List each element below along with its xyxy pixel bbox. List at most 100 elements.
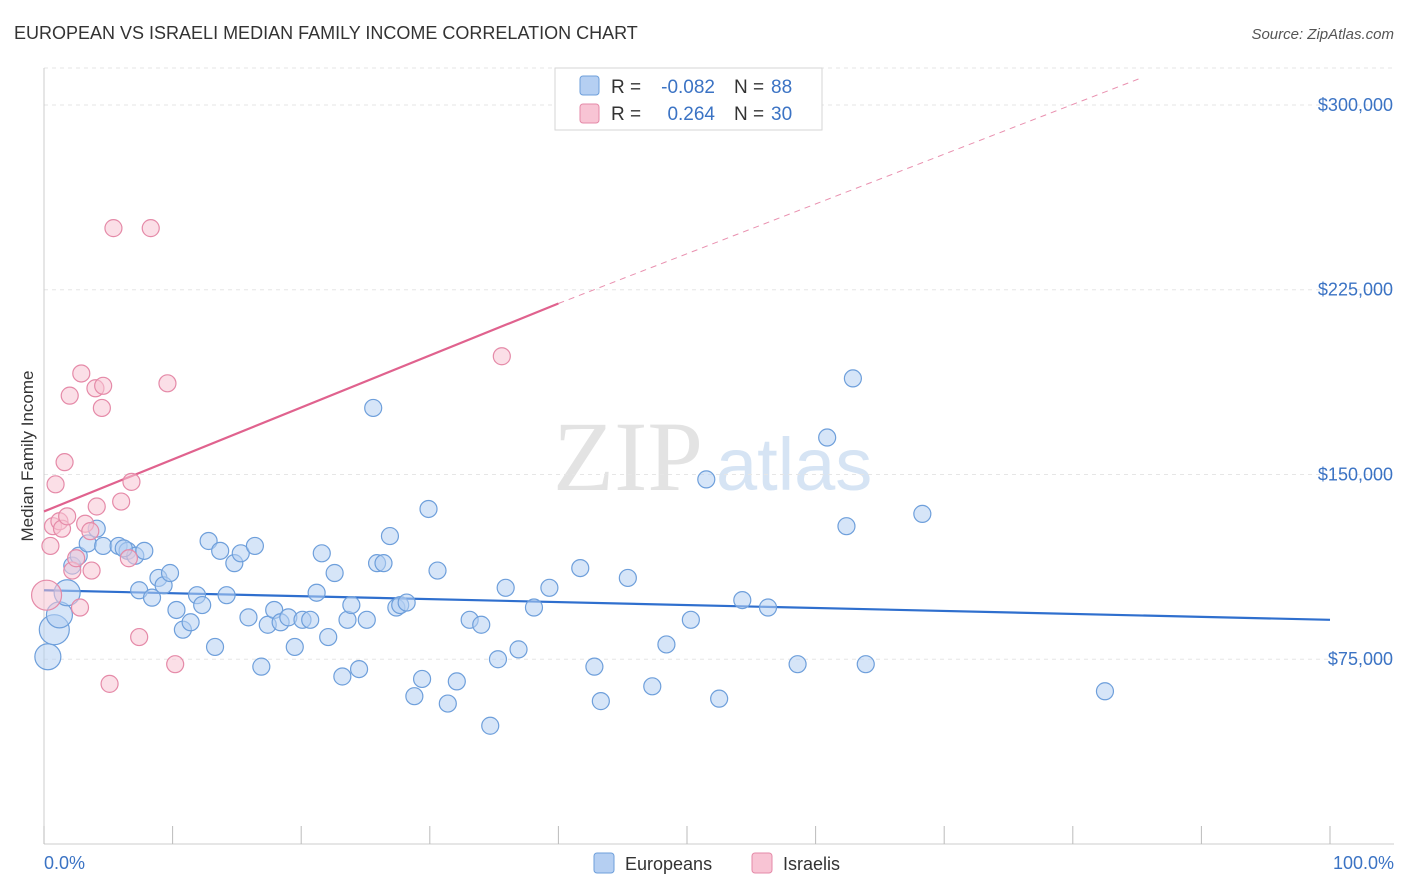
- point-israelis: [41, 536, 60, 556]
- bottom-legend-label-europeans: Europeans: [625, 854, 712, 874]
- point-europeans: [856, 655, 875, 674]
- bottom-legend-label-israelis: Israelis: [783, 854, 840, 874]
- point-israelis: [100, 674, 119, 693]
- point-europeans: [199, 531, 218, 551]
- bottom-legend: Europeans Israelis: [593, 852, 840, 874]
- point-europeans: [438, 694, 457, 713]
- point-europeans: [697, 470, 716, 489]
- point-europeans: [481, 716, 500, 735]
- point-israelis: [166, 655, 185, 674]
- point-europeans: [710, 689, 729, 708]
- point-europeans: [239, 608, 258, 627]
- point-israelis: [87, 497, 106, 516]
- legend-r-label-europeans: R =: [611, 77, 641, 98]
- trend-line-europeans: [43, 589, 1331, 621]
- point-europeans: [319, 627, 338, 647]
- point-europeans: [380, 526, 400, 546]
- point-europeans: [357, 610, 376, 629]
- grid: [44, 67, 1394, 660]
- series-europeans: [34, 369, 1115, 735]
- point-israelis: [158, 374, 177, 393]
- legend-swatch-israelis: [579, 103, 600, 124]
- point-europeans: [788, 655, 807, 674]
- chart-source: Source: ZipAtlas.com: [1251, 26, 1394, 43]
- point-europeans: [818, 428, 837, 447]
- y-tick-label: $75,000: [1328, 649, 1393, 669]
- point-israelis: [70, 598, 90, 617]
- point-europeans: [540, 578, 559, 597]
- watermark: ZIP atlas: [553, 401, 872, 512]
- chart-title: EUROPEAN VS ISRAELI MEDIAN FAMILY INCOME…: [14, 23, 638, 43]
- point-europeans: [524, 598, 544, 617]
- point-europeans: [913, 504, 932, 523]
- x-ticks: [43, 826, 1331, 844]
- point-europeans: [307, 583, 326, 602]
- y-tick-labels: $75,000 $150,000 $225,000 $300,000: [1318, 95, 1393, 669]
- point-europeans: [472, 615, 491, 634]
- point-europeans: [252, 657, 271, 676]
- y-axis-label: Median Family Income: [18, 370, 37, 541]
- point-europeans: [217, 586, 236, 605]
- point-europeans: [488, 650, 508, 669]
- point-europeans: [591, 692, 610, 711]
- point-europeans: [428, 561, 447, 580]
- point-europeans: [285, 637, 304, 657]
- x-tick-label-min: 0.0%: [44, 853, 85, 873]
- x-tick-label-max: 100.0%: [1333, 853, 1394, 873]
- point-israelis: [67, 549, 86, 568]
- point-europeans: [843, 369, 862, 388]
- point-israelis: [72, 364, 91, 383]
- point-europeans: [312, 544, 331, 563]
- point-europeans: [419, 499, 438, 519]
- point-europeans: [325, 563, 344, 583]
- series-israelis: [30, 219, 511, 693]
- point-israelis: [94, 376, 113, 395]
- point-europeans: [160, 563, 180, 583]
- point-europeans: [135, 541, 154, 560]
- trend-line-israelis: [43, 302, 559, 513]
- point-israelis: [122, 472, 141, 491]
- point-israelis: [141, 219, 160, 238]
- point-europeans: [245, 536, 265, 556]
- point-europeans: [585, 657, 604, 676]
- point-europeans: [681, 610, 700, 629]
- point-europeans: [397, 593, 416, 612]
- point-europeans: [1095, 682, 1115, 701]
- watermark-zip: ZIP: [553, 401, 703, 512]
- y-tick-label: $225,000: [1318, 280, 1393, 300]
- legend-swatch-europeans: [579, 75, 600, 96]
- point-israelis: [81, 522, 100, 541]
- point-israelis: [30, 579, 63, 611]
- trend-line-extension-israelis: [558, 77, 1142, 304]
- point-europeans: [94, 536, 113, 556]
- point-israelis: [130, 627, 149, 647]
- point-europeans: [364, 398, 383, 418]
- point-europeans: [618, 568, 637, 588]
- point-europeans: [837, 517, 856, 536]
- point-europeans: [167, 600, 186, 620]
- legend-r-value-israelis: 0.264: [667, 104, 715, 125]
- point-europeans: [301, 610, 320, 629]
- bottom-legend-swatch-israelis: [751, 852, 773, 874]
- legend-n-value-europeans: 88: [771, 77, 792, 98]
- point-europeans: [496, 578, 515, 597]
- point-israelis: [119, 549, 138, 568]
- point-europeans: [412, 669, 432, 689]
- point-europeans: [405, 687, 424, 706]
- legend-r-label-israelis: R =: [611, 104, 641, 125]
- point-europeans: [643, 677, 662, 696]
- legend-r-value-europeans: -0.082: [661, 77, 715, 98]
- top-legend: R = -0.082 N = 88 R = 0.264 N = 30: [554, 67, 823, 131]
- point-europeans: [657, 635, 676, 654]
- point-europeans: [733, 591, 752, 610]
- legend-n-label-israelis: N =: [734, 104, 764, 125]
- point-europeans: [374, 554, 393, 573]
- bottom-legend-swatch-europeans: [593, 852, 615, 874]
- trend-lines: [43, 77, 1331, 621]
- point-europeans: [142, 588, 162, 607]
- point-israelis: [46, 475, 65, 494]
- point-europeans: [509, 640, 528, 659]
- point-israelis: [92, 398, 111, 418]
- point-europeans: [447, 672, 466, 691]
